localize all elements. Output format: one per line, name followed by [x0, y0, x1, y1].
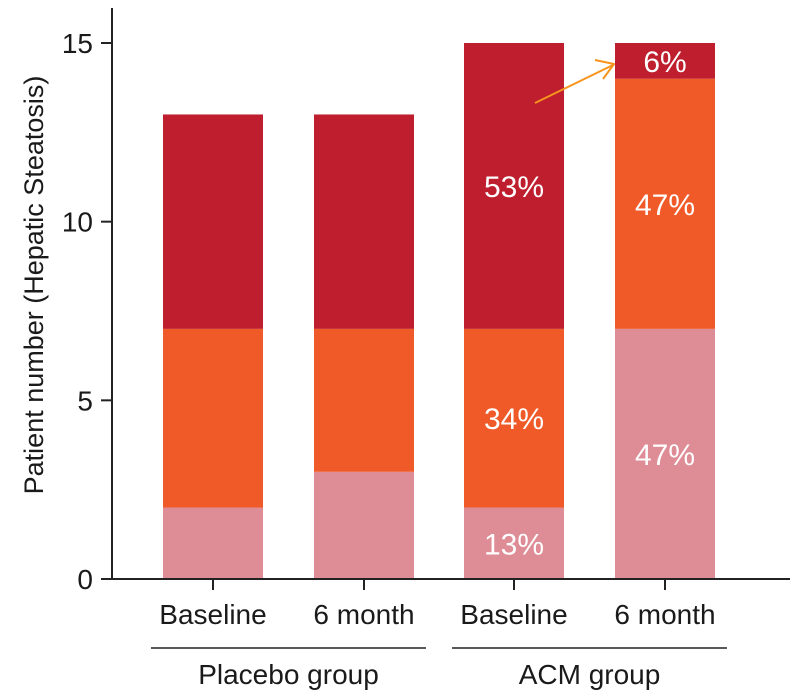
- annotation-arrow: [534, 59, 615, 104]
- bar-segment: [464, 328, 564, 508]
- x-category-label: 6 month: [313, 599, 414, 630]
- y-tick-label: 0: [77, 564, 93, 595]
- bar-segment: [464, 43, 564, 329]
- group-labels-layer: Placebo group ACM group: [151, 647, 727, 690]
- arrow-shaft: [534, 64, 614, 104]
- segment-label: 47%: [635, 189, 695, 222]
- group-label: Placebo group: [198, 659, 379, 690]
- segment-label: 53%: [484, 171, 544, 204]
- y-tick-label: 15: [62, 28, 93, 59]
- y-axis-title: Patient number (Hepatic Steatosis): [19, 76, 49, 495]
- bar-segment: [314, 471, 414, 579]
- segment-label: 34%: [484, 403, 544, 436]
- bar-segment: [464, 507, 564, 579]
- segment-label: 13%: [484, 528, 544, 561]
- bar-segment: [163, 328, 263, 508]
- x-category-label: Baseline: [460, 599, 567, 630]
- x-category-label: Baseline: [159, 599, 266, 630]
- bar-segment: [163, 114, 263, 329]
- group-label: ACM group: [519, 659, 661, 690]
- y-tick-label: 10: [62, 207, 93, 238]
- bar-segment: [314, 114, 414, 329]
- segment-labels-layer: 13% 34% 53% 47% 47% 6%: [484, 46, 695, 561]
- y-ticks-layer: 0 5 10 15: [62, 28, 112, 595]
- segment-label: 47%: [635, 439, 695, 472]
- bar-segment: [314, 328, 414, 472]
- bar-segment: [615, 328, 715, 579]
- x-category-label: 6 month: [614, 599, 715, 630]
- x-categories-layer: Baseline 6 month Baseline 6 month: [159, 579, 716, 630]
- bar-segment: [615, 43, 715, 79]
- y-tick-label: 5: [77, 385, 93, 416]
- arrow-head: [594, 59, 615, 80]
- bar-segment: [163, 507, 263, 579]
- bar-segment: [615, 78, 715, 329]
- segment-label: 6%: [643, 46, 686, 79]
- bars-layer: [163, 43, 715, 579]
